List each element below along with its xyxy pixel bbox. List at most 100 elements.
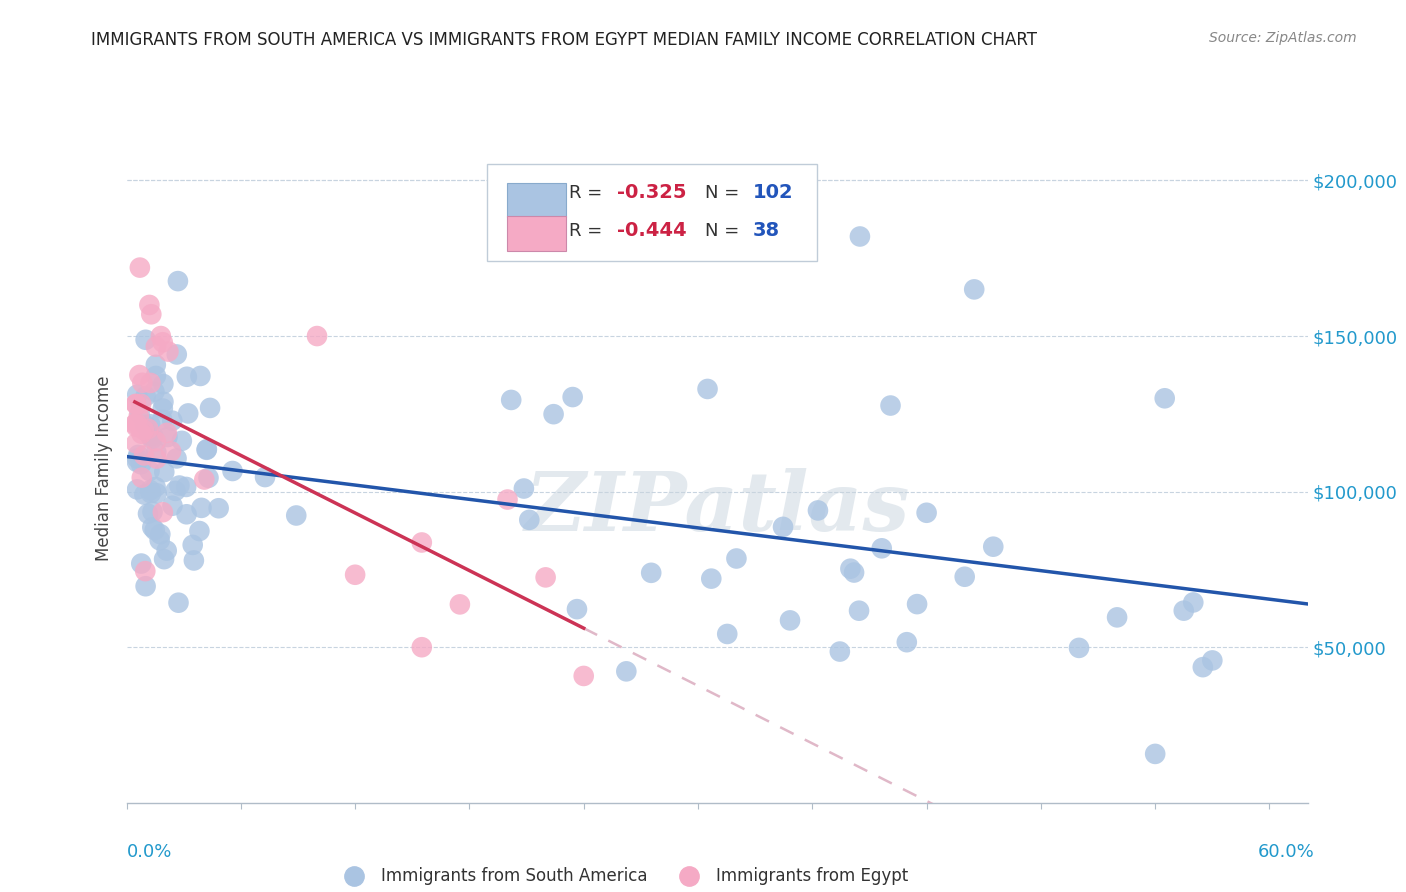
Text: N =: N = [706, 184, 745, 202]
Point [124, 417, 146, 431]
Point [501, 392, 523, 407]
Point [152, 394, 174, 409]
Point [188, 524, 211, 538]
Point [174, 480, 197, 494]
Point [572, 669, 595, 683]
Point [135, 333, 157, 347]
Point [157, 344, 180, 359]
Point [145, 368, 167, 383]
Point [139, 376, 162, 390]
Point [125, 397, 148, 411]
Point [981, 540, 1004, 554]
Point [534, 570, 557, 584]
Point [125, 397, 148, 411]
Point [125, 419, 148, 434]
Text: Source: ZipAtlas.com: Source: ZipAtlas.com [1209, 31, 1357, 45]
Point [513, 482, 536, 496]
Point [176, 369, 198, 384]
Point [138, 298, 160, 312]
Point [807, 503, 830, 517]
Point [828, 644, 851, 658]
Text: 0.0%: 0.0% [127, 843, 172, 861]
Text: 102: 102 [752, 183, 793, 202]
Point [177, 406, 200, 420]
Point [134, 417, 156, 432]
Point [614, 665, 637, 679]
Point [640, 566, 662, 580]
Point [181, 538, 204, 552]
Point [138, 464, 160, 478]
Point [125, 483, 148, 497]
Point [141, 432, 163, 446]
Point [725, 551, 748, 566]
Point [190, 500, 212, 515]
Point [141, 520, 163, 534]
Point [153, 465, 176, 479]
Point [221, 464, 243, 478]
Point [870, 541, 893, 556]
FancyBboxPatch shape [486, 164, 817, 261]
Point [131, 470, 153, 484]
Point [842, 566, 865, 580]
Point [128, 407, 150, 421]
Point [129, 557, 152, 571]
Text: R =: R = [569, 222, 609, 240]
Point [149, 527, 172, 541]
Point [141, 505, 163, 519]
Point [145, 340, 167, 354]
Point [145, 434, 167, 449]
Point [125, 455, 148, 469]
Point [145, 445, 167, 459]
Point [139, 417, 162, 432]
Point [156, 425, 179, 440]
Point [905, 597, 928, 611]
Point [849, 229, 872, 244]
Point [193, 473, 215, 487]
Point [772, 520, 794, 534]
Point [167, 274, 190, 288]
Point [153, 552, 176, 566]
Text: IMMIGRANTS FROM SOUTH AMERICA VS IMMIGRANTS FROM EGYPT MEDIAN FAMILY INCOME CORR: IMMIGRANTS FROM SOUTH AMERICA VS IMMIGRA… [91, 31, 1038, 49]
Point [779, 613, 801, 627]
Point [142, 429, 165, 443]
Point [166, 451, 188, 466]
Point [145, 451, 167, 466]
Point [915, 506, 938, 520]
Point [1201, 653, 1223, 667]
Point [198, 401, 221, 415]
Point [197, 471, 219, 485]
Point [145, 358, 167, 372]
Point [127, 448, 149, 462]
Point [162, 499, 184, 513]
Text: 38: 38 [752, 221, 779, 240]
Point [131, 426, 153, 441]
Point [139, 486, 162, 500]
Point [132, 423, 155, 437]
Point [953, 570, 976, 584]
Point [195, 442, 218, 457]
Point [129, 397, 152, 411]
Point [150, 412, 173, 426]
Point [152, 401, 174, 416]
Text: R =: R = [569, 184, 609, 202]
Text: -0.444: -0.444 [617, 221, 686, 240]
Point [162, 414, 184, 428]
Point [145, 486, 167, 500]
Point [848, 604, 870, 618]
Point [134, 564, 156, 578]
Point [127, 451, 149, 466]
Point [152, 335, 174, 350]
Point [411, 640, 433, 655]
Point [139, 428, 162, 442]
Point [169, 478, 191, 492]
Point [128, 368, 150, 382]
Point [143, 384, 166, 399]
Point [1191, 660, 1213, 674]
Point [156, 543, 179, 558]
Point [411, 535, 433, 549]
Point [285, 508, 308, 523]
Point [183, 553, 205, 567]
Point [166, 347, 188, 361]
Point [208, 501, 231, 516]
Text: -0.325: -0.325 [617, 183, 686, 202]
